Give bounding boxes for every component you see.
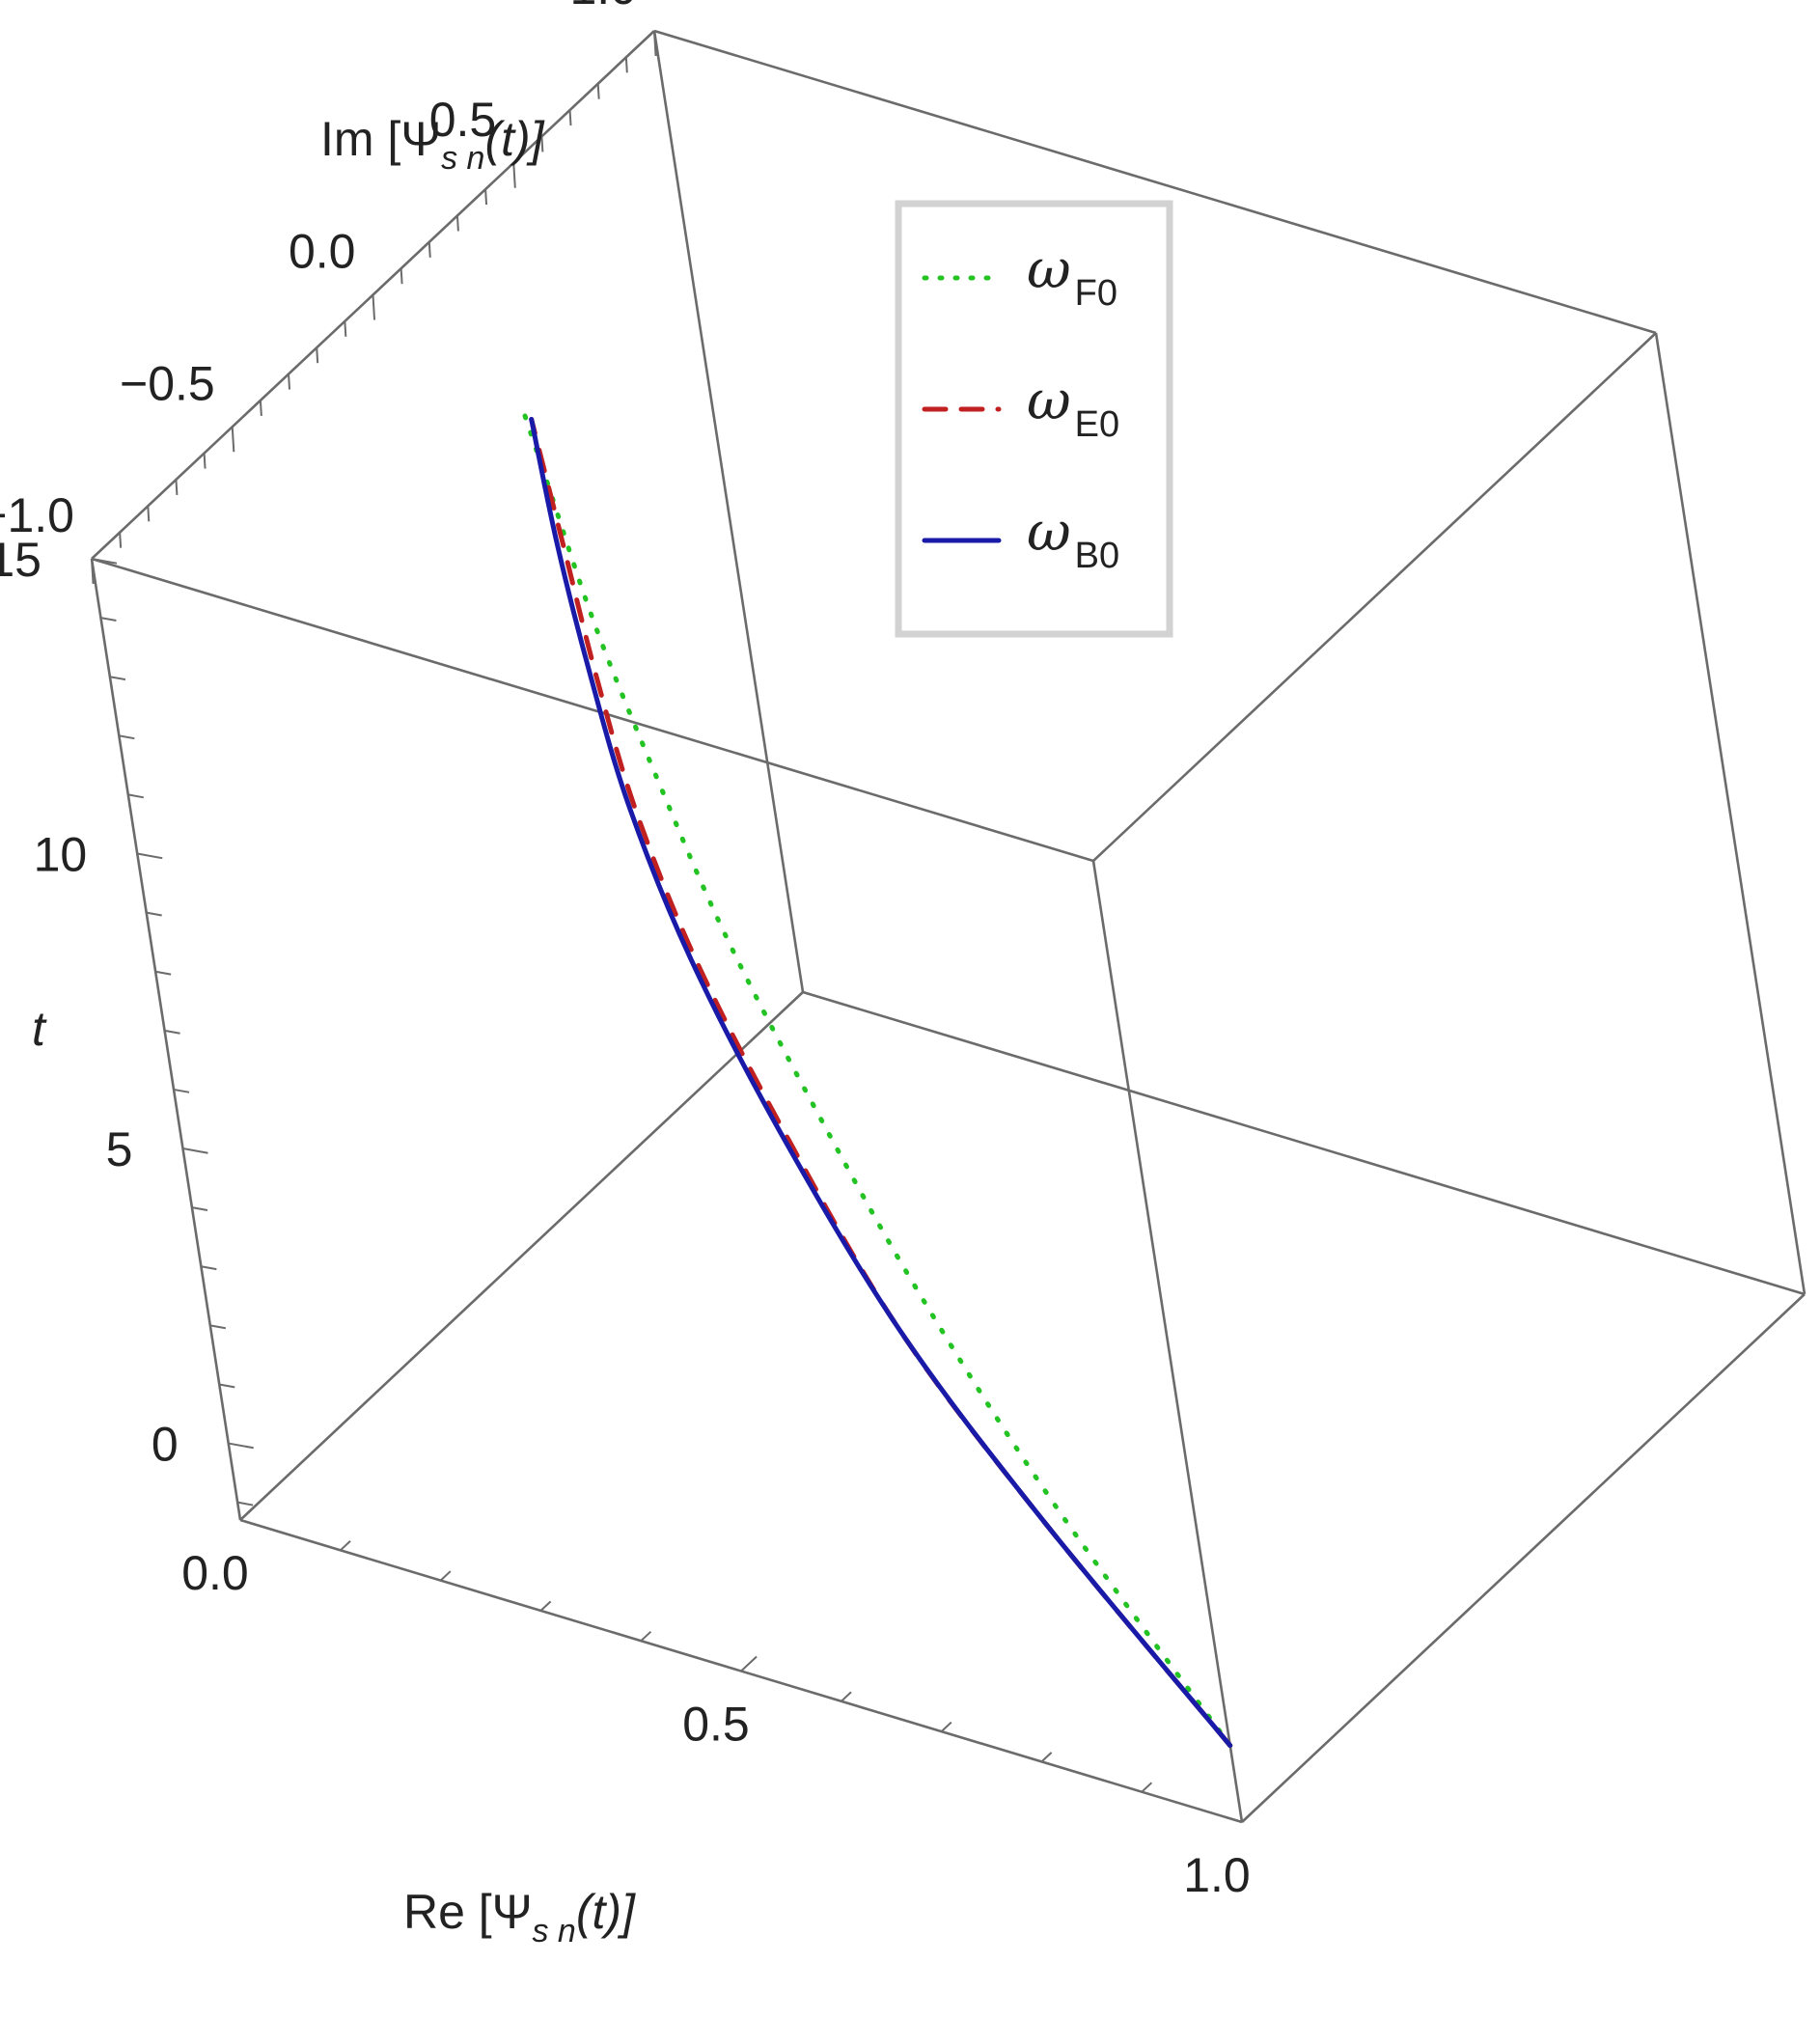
t-axis-tick	[219, 1383, 235, 1389]
z-tick-label: 5	[106, 1122, 133, 1176]
im-axis-tick	[427, 241, 431, 258]
box-edge	[1241, 1293, 1806, 1823]
legend-label-e0: ω E0	[1027, 370, 1119, 445]
y-tick-label: 1.0	[569, 0, 637, 14]
im-axis-tick	[91, 558, 95, 585]
im-axis-tick	[512, 162, 516, 188]
im-axis-tick	[372, 294, 376, 320]
box-edge	[1092, 332, 1657, 862]
y-axis-label: Im [Ψs n(t)]	[320, 112, 545, 177]
t-axis-tick	[191, 1206, 208, 1212]
box-edge	[91, 557, 1094, 863]
im-axis-tick	[540, 136, 544, 152]
t-axis-tick	[236, 1501, 254, 1507]
im-axis-tick	[568, 109, 572, 126]
z-tick-label: 15	[0, 533, 41, 587]
im-axis-tick	[400, 268, 403, 285]
re-axis-tick	[1040, 1752, 1053, 1763]
im-axis-tick	[147, 506, 151, 522]
box-edge	[1654, 332, 1806, 1295]
series-line-f0	[521, 411, 1233, 1749]
im-axis-tick	[596, 83, 600, 99]
box-edge	[653, 29, 1657, 335]
re-axis-tick	[940, 1721, 952, 1732]
t-axis-tick	[137, 852, 163, 860]
t-axis-tick	[173, 1088, 190, 1093]
im-axis-tick	[203, 453, 207, 469]
re-axis-tick	[539, 1600, 552, 1612]
legend: ω F0 ω E0 ω B0	[895, 200, 1173, 638]
im-axis-tick	[231, 427, 235, 453]
im-axis-tick	[119, 532, 123, 548]
im-axis-tick	[455, 215, 459, 232]
legend-label-f0: ω F0	[1027, 238, 1117, 314]
t-axis-tick	[127, 793, 144, 799]
x-tick-label: 0.5	[682, 1698, 750, 1752]
re-axis-tick	[841, 1691, 852, 1702]
y-tick-label: −1.0	[0, 488, 74, 542]
box-edge	[802, 990, 1806, 1296]
im-axis-tick	[484, 189, 488, 206]
z-axis-label: t	[32, 1002, 47, 1056]
x-axis-label: Re [Ψs n(t)]	[403, 1885, 636, 1949]
box-edge	[1091, 860, 1244, 1823]
legend-frame	[895, 200, 1173, 638]
t-axis-tick	[209, 1324, 226, 1330]
re-axis-tick	[740, 1655, 758, 1672]
im-axis-tick	[624, 57, 628, 73]
axis-ticks	[91, 30, 1258, 1823]
im-axis-tick	[653, 30, 657, 57]
x-tick-label: 0.0	[181, 1546, 249, 1600]
im-axis-tick	[288, 373, 291, 390]
z-tick-label: 10	[34, 828, 88, 882]
t-axis-tick	[164, 1029, 180, 1035]
series-line-b0	[529, 417, 1233, 1749]
re-axis-tick	[1141, 1782, 1153, 1793]
t-axis-tick	[91, 558, 118, 565]
axis-tick-labels: 0.0 0.5 1.0 −1.0 −0.5 0.0 0.5 1.0 0 5 10 15	[0, 0, 1251, 1902]
t-axis-tick	[182, 1147, 208, 1154]
y-tick-label: −0.5	[120, 356, 215, 410]
im-axis-tick	[259, 400, 262, 416]
t-axis-tick	[154, 970, 172, 976]
y-tick-label: 0.5	[429, 93, 497, 147]
t-axis-tick	[146, 911, 162, 917]
re-axis-tick	[239, 1505, 257, 1521]
re-axis-tick	[640, 1630, 652, 1642]
box-edge	[239, 991, 804, 1521]
data-curves	[521, 411, 1233, 1749]
legend-label-b0: ω B0	[1027, 501, 1119, 576]
x-tick-label: 1.0	[1183, 1848, 1251, 1902]
y-tick-label: 0.0	[289, 225, 356, 279]
im-axis-tick	[175, 479, 179, 496]
box-edge	[652, 30, 805, 993]
t-axis-tick	[109, 676, 126, 681]
re-axis-tick	[340, 1540, 351, 1552]
t-axis-tick	[228, 1442, 254, 1450]
t-axis-tick	[201, 1265, 217, 1271]
box-edge	[90, 558, 242, 1521]
z-tick-label: 0	[152, 1418, 179, 1472]
t-axis-tick	[100, 617, 117, 622]
t-axis-tick	[119, 734, 135, 740]
re-axis-tick	[1241, 1807, 1258, 1823]
re-axis-tick	[439, 1570, 452, 1582]
